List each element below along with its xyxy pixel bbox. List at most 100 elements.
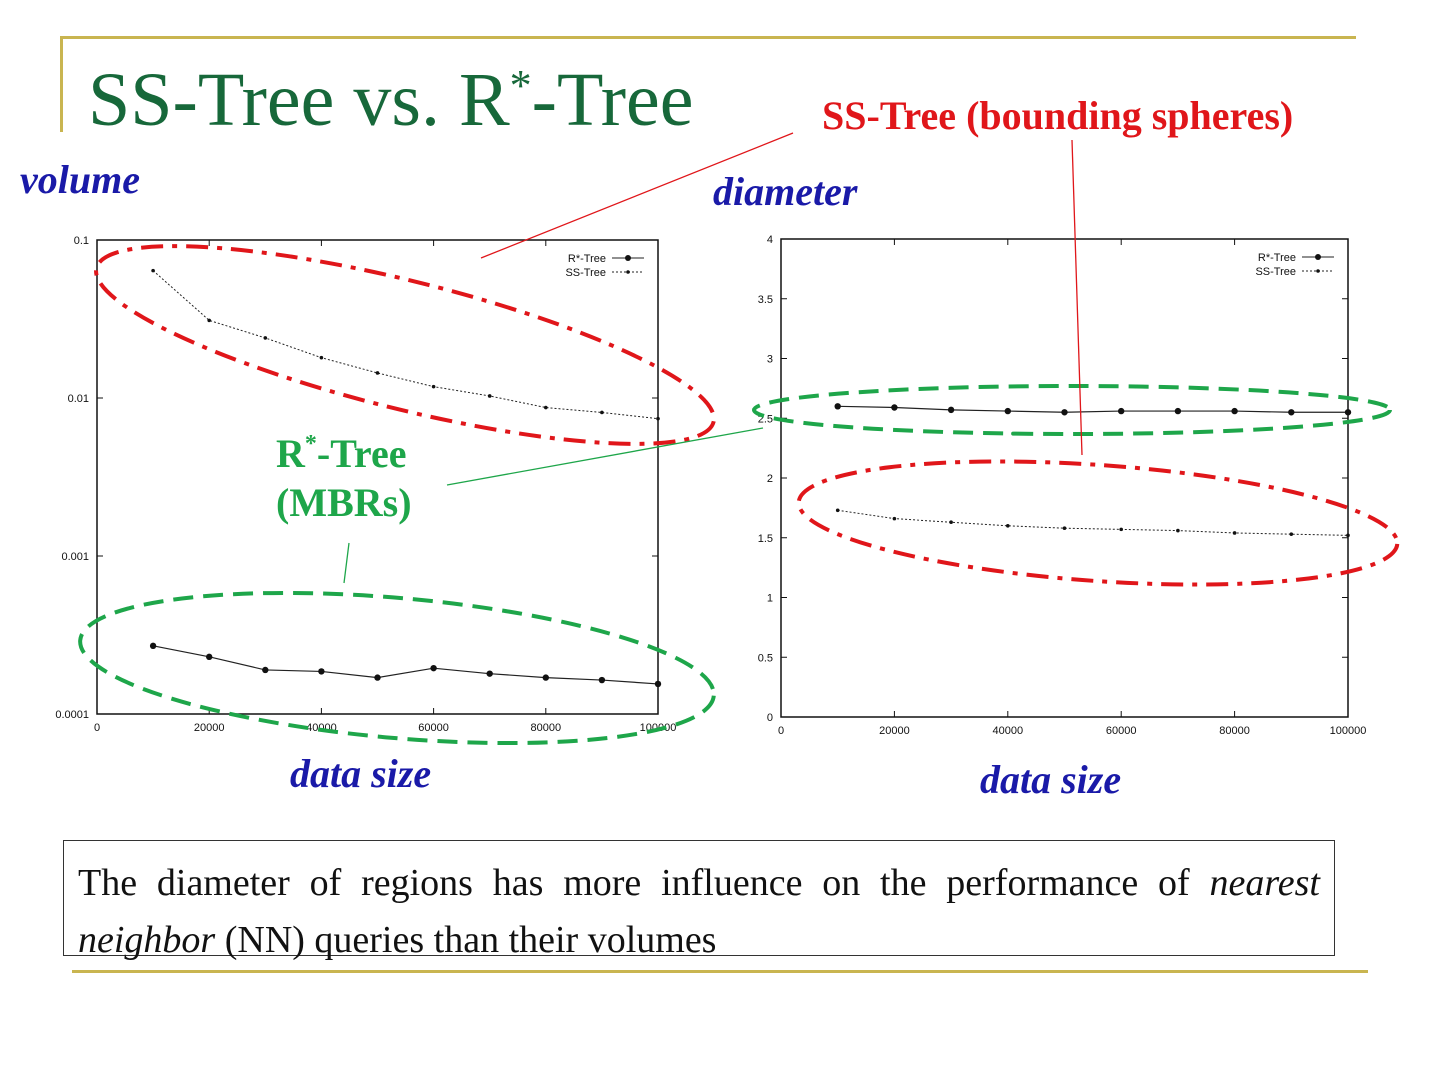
x-tick-label: 80000: [531, 722, 562, 734]
data-point: [600, 410, 604, 415]
data-point: [947, 406, 955, 414]
legend-label: SS-Tree: [1255, 266, 1296, 278]
y-tick-label: 0.001: [61, 551, 89, 563]
chart1-frame: [96, 239, 659, 715]
data-point: [834, 403, 841, 410]
data-point: [1119, 527, 1123, 532]
x-tick-label: 100000: [1330, 725, 1367, 737]
data-point: [892, 516, 897, 521]
data-point: [1231, 407, 1238, 415]
data-point: [431, 384, 436, 389]
ss-connector-line: [480, 132, 794, 259]
frame-accent-top: [60, 36, 1356, 39]
y-tick-label: 0.1: [74, 235, 89, 247]
frame-accent-left: [60, 36, 63, 132]
data-point: [318, 668, 325, 675]
title-text: SS-Tree vs. R: [88, 58, 510, 142]
data-point: [1289, 532, 1294, 536]
rstar-tree-annotation: R*-Tree (MBRs): [276, 430, 412, 528]
series-line-r-tree: [837, 405, 1348, 413]
chart2-frame: [780, 238, 1349, 718]
y-tick-label: 0.5: [758, 652, 773, 664]
data-point: [374, 674, 381, 681]
data-point: [207, 318, 211, 323]
y-tick-label: 0: [767, 712, 773, 724]
x-tick-label: 80000: [1219, 725, 1250, 737]
chart2-ylabel: diameter: [713, 169, 858, 214]
title-superscript: *: [509, 61, 532, 110]
slide-title: SS-Tree vs. R*-Tree: [88, 62, 693, 138]
x-tick-label: 60000: [418, 722, 449, 734]
rstar-text-end: -Tree: [316, 431, 407, 476]
data-point: [656, 416, 660, 421]
chart1-ylabel: volume: [20, 157, 140, 202]
series-line-ss-tree: [152, 270, 659, 420]
conclusion-box: The diameter of regions has more influen…: [63, 840, 1335, 961]
chart2-xlabel: data size: [980, 757, 1122, 802]
legend-marker: [626, 270, 630, 274]
rstar-sup: *: [304, 431, 317, 457]
ss-diameter-highlight-ellipse: [796, 459, 1400, 587]
data-point: [206, 653, 213, 661]
data-point: [319, 355, 324, 360]
data-point: [149, 642, 157, 650]
data-point: [1288, 409, 1295, 416]
ss-volume-highlight-ellipse: [94, 244, 716, 446]
ss-connector-line: [1071, 139, 1083, 456]
rstar-connector-line: [446, 427, 764, 486]
data-point: [598, 676, 606, 684]
data-point: [263, 336, 268, 340]
data-point: [891, 404, 898, 411]
legend-marker: [1316, 269, 1320, 273]
legend-label: R*-Tree: [1258, 252, 1296, 264]
y-tick-label: 2: [767, 473, 773, 485]
data-point: [487, 394, 492, 398]
data-point: [1004, 407, 1011, 415]
data-point: [1176, 528, 1180, 533]
legend-marker: [625, 255, 631, 261]
x-tick-label: 20000: [194, 722, 225, 734]
data-point: [151, 268, 155, 273]
data-point: [949, 520, 953, 525]
ss-tree-annotation: SS-Tree (bounding spheres): [822, 93, 1294, 138]
data-point: [1232, 531, 1237, 535]
y-tick-label: 3.5: [758, 294, 773, 306]
y-tick-label: 4: [767, 234, 773, 246]
data-point: [654, 680, 662, 688]
note-accent-line: [72, 970, 1368, 973]
rstar-mbrs-text: (MBRs): [276, 479, 412, 525]
data-point: [262, 666, 269, 674]
x-tick-label: 0: [778, 725, 784, 737]
data-point: [430, 664, 437, 672]
data-point: [375, 371, 380, 375]
y-tick-label: 1.5: [758, 533, 773, 545]
rstar-diameter-highlight-ellipse: [752, 384, 1392, 436]
note-text-end: (NN) queries than their volumes: [215, 919, 717, 961]
data-point: [1118, 407, 1125, 415]
data-point: [1344, 409, 1352, 416]
data-point: [1346, 533, 1350, 538]
x-tick-label: 20000: [879, 725, 910, 737]
data-point: [835, 508, 840, 513]
data-point: [486, 670, 493, 677]
series-line-ss-tree: [837, 509, 1349, 536]
legend-marker: [1315, 254, 1321, 260]
rstar-volume-highlight-ellipse: [78, 590, 716, 746]
rstar-connector-line: [343, 542, 350, 584]
x-tick-label: 40000: [993, 725, 1024, 737]
legend-label: SS-Tree: [565, 267, 606, 279]
y-tick-label: 1: [767, 593, 773, 605]
y-tick-label: 3: [767, 354, 773, 366]
x-tick-label: 60000: [1106, 725, 1137, 737]
data-point: [1061, 409, 1068, 416]
note-text: The diameter of regions has more influen…: [78, 862, 1210, 904]
y-tick-label: 0.0001: [55, 709, 89, 721]
data-point: [1062, 526, 1067, 530]
data-point: [1006, 524, 1010, 528]
series-line-r-tree: [152, 645, 659, 685]
data-point: [542, 674, 549, 681]
chart1-xlabel: data size: [290, 751, 432, 796]
title-text-end: -Tree: [531, 58, 694, 142]
x-tick-label: 0: [94, 722, 100, 734]
